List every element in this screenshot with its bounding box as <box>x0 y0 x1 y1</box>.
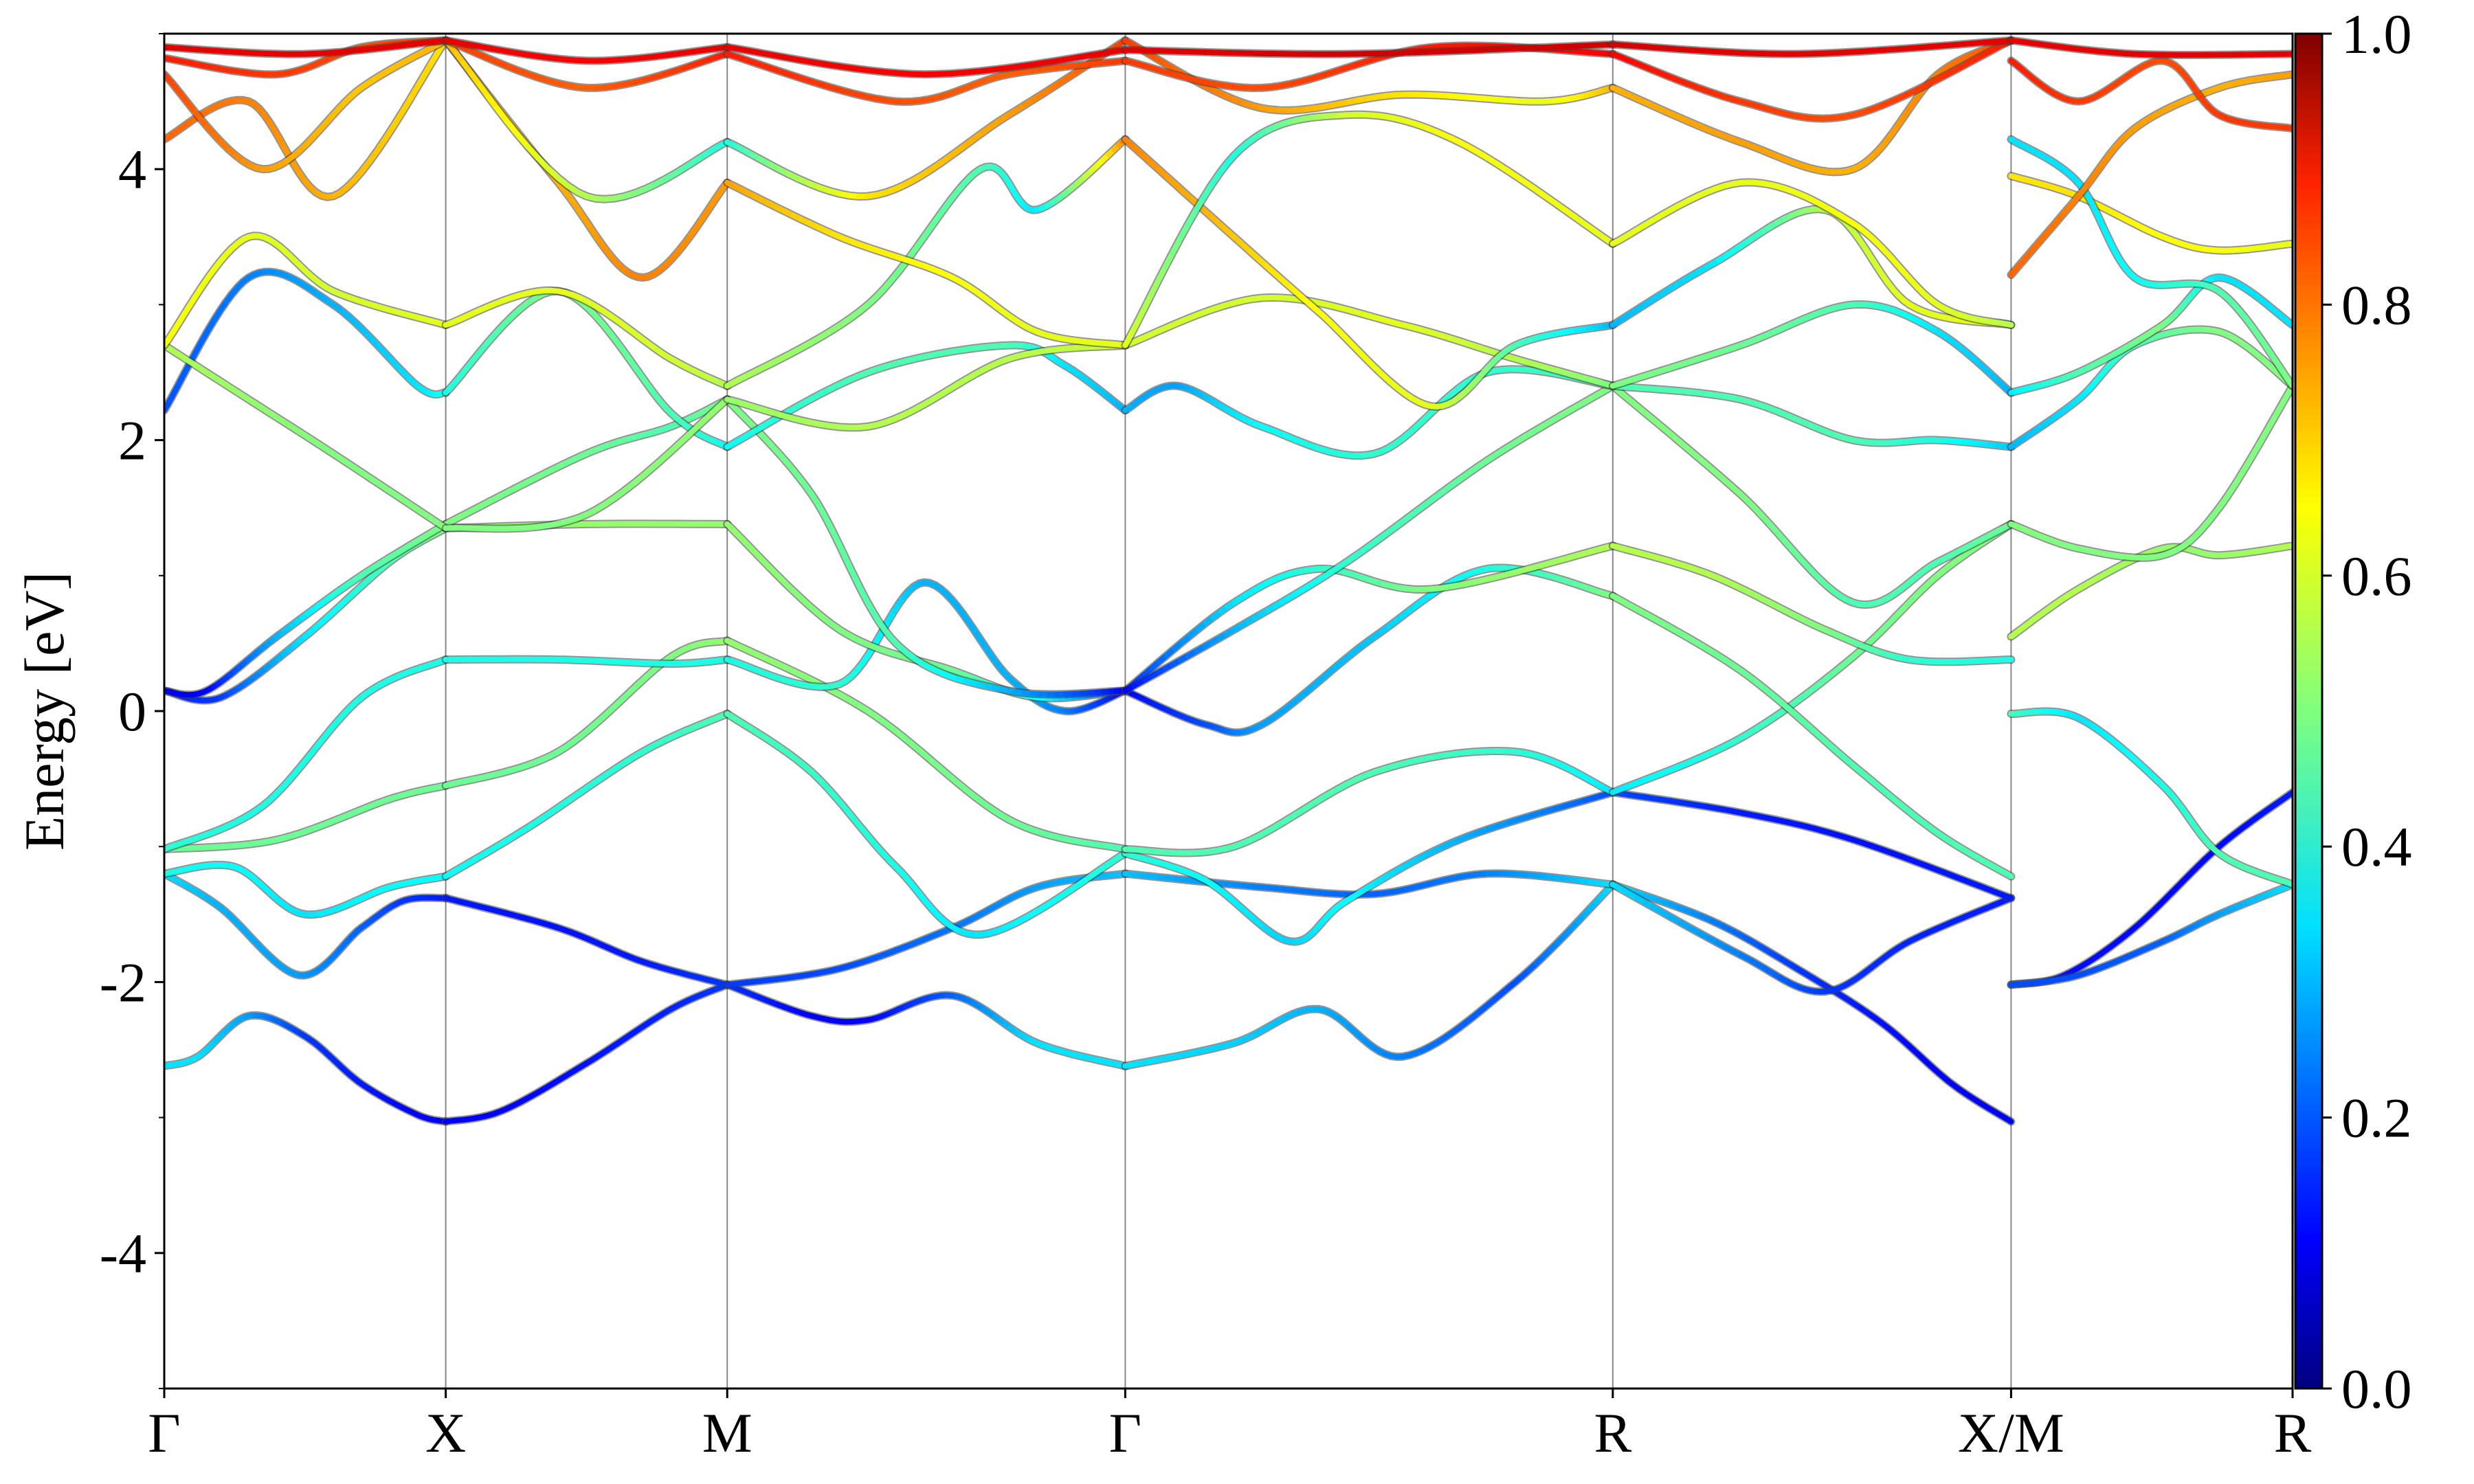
x-tick-label: R <box>2274 1402 2312 1464</box>
band-14 <box>164 36 2016 79</box>
colorbar-ticks: 0.0 0.2 0.4 0.6 0.8 1.0 <box>2322 3 2412 1420</box>
band-8 <box>164 267 2016 460</box>
band-outline <box>164 267 450 415</box>
band-outline <box>2007 381 2293 562</box>
band-piece <box>2003 893 2014 901</box>
band-outline <box>1608 592 2016 881</box>
band-outline <box>723 395 1130 699</box>
y-tick-label: 2 <box>118 409 146 472</box>
band-outline <box>1121 747 1617 857</box>
band-outline <box>2007 707 2293 889</box>
band-5 <box>164 563 2016 881</box>
band-piece <box>2005 872 2014 879</box>
colorbar-tick-label: 0.0 <box>2341 1358 2412 1420</box>
band-outline <box>723 636 1130 854</box>
y-tick-label: -2 <box>100 951 146 1013</box>
y-tick-label: 0 <box>118 680 146 743</box>
band-piece <box>1432 48 1458 55</box>
band-outline <box>164 869 450 980</box>
band-outline <box>2007 70 2293 279</box>
band-outline <box>1121 880 1617 1070</box>
band-10 <box>164 135 2016 411</box>
band-piece <box>2006 1117 2014 1125</box>
y-axis-label: Energy [eV] <box>13 572 76 851</box>
band-outline <box>1608 36 2016 177</box>
band-piece <box>2005 322 2014 328</box>
band-outline <box>1121 365 1617 460</box>
y-tick-label: 4 <box>118 138 146 201</box>
x-tick-label: Γ <box>148 1402 180 1464</box>
band-outline <box>1608 178 2016 329</box>
band-7 <box>164 381 2016 699</box>
band-11 <box>164 36 2016 350</box>
band-2 <box>164 869 2016 996</box>
x-tick-label: M <box>702 1402 753 1464</box>
x-tick-label: X <box>425 1402 466 1464</box>
band-outline <box>164 860 450 919</box>
band-piece <box>1394 49 1419 56</box>
x-tick-label: Γ <box>1109 1402 1141 1464</box>
band-3 <box>164 709 2016 946</box>
band-15 <box>2007 36 2293 989</box>
colorbar-tick-label: 1.0 <box>2341 3 2412 65</box>
band-lines <box>164 36 2293 1126</box>
band-1 <box>164 880 2016 1126</box>
x-tick-label: R <box>1594 1402 1631 1464</box>
band-outline <box>723 341 1130 451</box>
band-4 <box>164 519 2016 857</box>
x-tick-label: X/M <box>1958 1402 2064 1464</box>
colorbar-tick-label: 0.2 <box>2341 1087 2412 1149</box>
y-tick-label: -4 <box>100 1222 146 1285</box>
colorbar-tick-label: 0.8 <box>2341 273 2412 336</box>
band-piece <box>1509 45 1533 52</box>
band-piece <box>1471 47 1497 54</box>
colorbar-gradient <box>2294 32 2323 1390</box>
colorbar-tick-label: 0.4 <box>2341 816 2412 878</box>
band-outline <box>441 980 732 1126</box>
colorbar-tick-label: 0.6 <box>2341 545 2412 607</box>
band-12 <box>164 36 2016 203</box>
band-piece <box>1377 50 1401 56</box>
band-piece <box>1451 47 1478 54</box>
band-6 <box>164 519 2016 705</box>
band-piece <box>1528 44 1551 51</box>
y-axis: -4 -2 0 2 4 <box>100 33 164 1389</box>
colorbar: 0.0 0.2 0.4 0.6 0.8 1.0 <box>2294 3 2412 1420</box>
x-axis: Γ X M Γ R X/M R <box>148 1389 2312 1464</box>
band-9 <box>164 293 2016 533</box>
